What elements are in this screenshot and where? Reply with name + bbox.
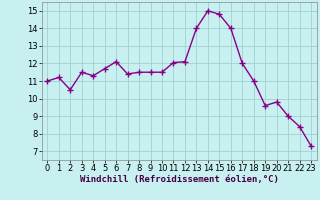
X-axis label: Windchill (Refroidissement éolien,°C): Windchill (Refroidissement éolien,°C): [80, 175, 279, 184]
